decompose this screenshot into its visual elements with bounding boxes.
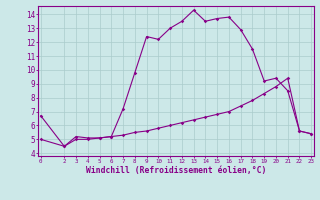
X-axis label: Windchill (Refroidissement éolien,°C): Windchill (Refroidissement éolien,°C) xyxy=(86,166,266,175)
